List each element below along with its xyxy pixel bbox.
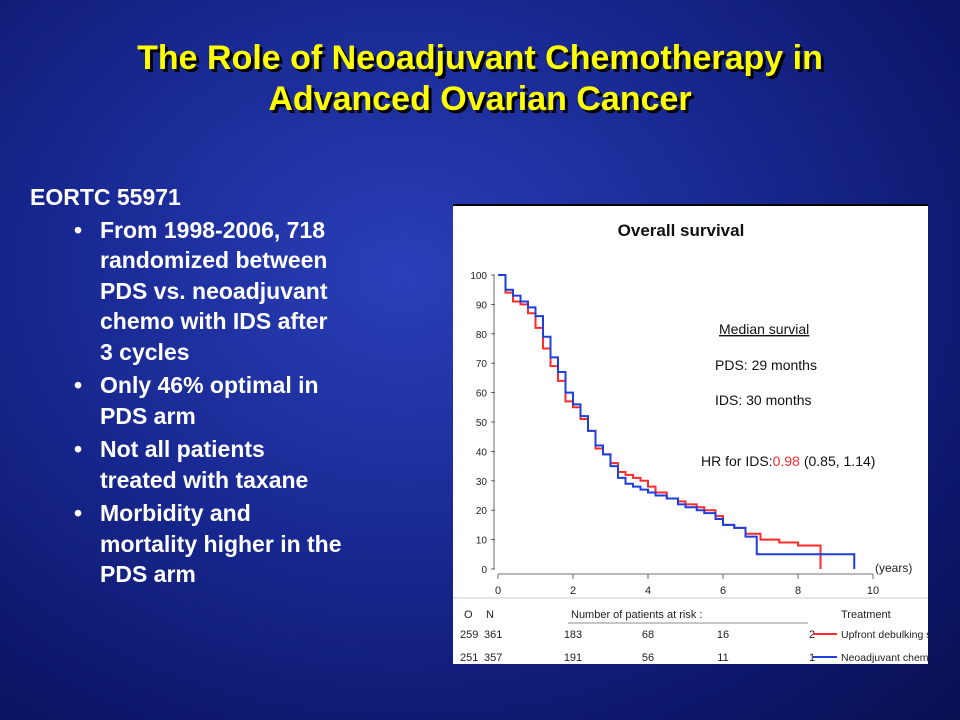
legend-label: Upfront debulking s (841, 629, 928, 641)
bullet-line: PDS arm (100, 561, 196, 587)
risk-count: 1 (809, 652, 815, 664)
median-heading: Median survial (719, 321, 809, 337)
risk-col-o: O (464, 609, 473, 621)
bullet-line: PDS arm (100, 402, 196, 429)
risk-count: 56 (642, 652, 654, 664)
risk-col-n: N (486, 609, 494, 621)
survival-curve-line (498, 274, 822, 569)
risk-count: 11 (717, 652, 728, 664)
hr-value: 0.98 (773, 453, 800, 469)
y-tick-label: 100 (470, 271, 487, 282)
y-tick-label: 70 (476, 359, 488, 370)
y-axis: 0 10 20 30 40 50 60 70 80 90 100 (470, 271, 495, 576)
risk-n-value: 361 (484, 629, 502, 641)
y-tick-label: 60 (476, 389, 488, 400)
bullet-item: • Not all patients treated with taxane (30, 434, 445, 495)
bullet-line: 3 cycles (100, 338, 190, 365)
bullet-item: • Only 46% optimal in PDS arm (30, 370, 445, 431)
bullet-dot: • (74, 436, 83, 462)
y-tick-label: 20 (476, 506, 488, 517)
legend-label: Neoadjuvant chemo (841, 652, 928, 664)
x-tick-label: 8 (795, 585, 801, 597)
risk-n-value: 357 (484, 652, 502, 664)
survival-chart-svg: Overall survival 0102030405060708090100 … (453, 221, 928, 664)
pds-median: PDS: 29 months (715, 357, 817, 373)
bullet-line: chemo with IDS after (100, 308, 328, 334)
bullet-list: • From 1998-2006, 718 randomized between… (30, 215, 445, 590)
title-line-2: Advanced Ovarian Cancer (268, 80, 692, 118)
title-line-1: The Role of Neoadjuvant Chemotherapy in (137, 39, 823, 77)
bullet-item: • Morbidity and mortality higher in the … (30, 498, 445, 590)
survival-curve-line (498, 274, 856, 569)
risk-count: 68 (642, 629, 654, 641)
slide-title: The Role of Neoadjuvant Chemotherapy in … (20, 38, 940, 120)
survival-chart: Overall survival 0 10 20 30 40 50 60 70 80 90 100 … (453, 204, 928, 664)
x-tick-label: 2 (570, 585, 576, 597)
bullet-dot: • (74, 216, 83, 243)
bullet-line: Morbidity and (100, 500, 251, 526)
hr-prefix: HR for IDS: (701, 453, 773, 469)
x-axis: 0 2 4 6 8 10 (495, 573, 879, 597)
x-tick-label: 6 (720, 585, 726, 597)
y-tick-label: 90 (476, 300, 488, 311)
x-tick-label: 4 (645, 585, 651, 597)
x-tick-label: 0 (495, 585, 501, 597)
study-label: EORTC 55971 (30, 184, 181, 210)
y-tick-label: 40 (476, 447, 488, 458)
risk-count: 2 (809, 629, 815, 641)
risk-o-value: 251 (460, 652, 478, 664)
x-unit-label: (years) (875, 561, 912, 575)
bullet-dot: • (74, 372, 83, 398)
risk-count: 183 (564, 629, 582, 641)
risk-count: 16 (717, 629, 729, 641)
bullet-line: randomized between (100, 247, 328, 273)
bullet-dot: • (74, 500, 83, 526)
x-tick-label: 10 (867, 585, 879, 597)
hr-ci: (0.85, 1.14) (804, 453, 876, 469)
hazard-ratio: HR for IDS:0.98 (0.85, 1.14) (701, 453, 875, 469)
y-tick-label: 0 (481, 565, 487, 576)
risk-count: 191 (564, 652, 582, 664)
bullet-line: PDS vs. neoadjuvant (100, 277, 328, 304)
bullet-line: Not all patients (100, 436, 265, 462)
text-panel: EORTC 55971 • From 1998-2006, 718 random… (30, 182, 445, 593)
bullet-line: Only 46% optimal in (100, 372, 319, 398)
y-tick-label: 30 (476, 477, 488, 488)
bullet-item: • From 1998-2006, 718 randomized between… (30, 215, 445, 368)
y-tick-label: 10 (476, 536, 488, 547)
survival-curves (498, 274, 856, 569)
bullet-line: mortality higher in the (100, 530, 342, 557)
chart-title: Overall survival (618, 221, 745, 240)
ids-median: IDS: 30 months (715, 392, 812, 408)
risk-heading: Number of patients at risk : (571, 609, 702, 621)
risk-rows: 259 361 183 68 16 2 Upfront debulking s 251 357 1… (460, 629, 928, 664)
bullet-line: From 1998-2006, 718 (100, 216, 326, 243)
treatment-heading: Treatment (841, 609, 891, 621)
risk-o-value: 259 (460, 629, 478, 641)
bullet-line: treated with taxane (100, 466, 309, 493)
y-tick-label: 50 (476, 418, 488, 429)
y-tick-label: 80 (476, 330, 488, 341)
